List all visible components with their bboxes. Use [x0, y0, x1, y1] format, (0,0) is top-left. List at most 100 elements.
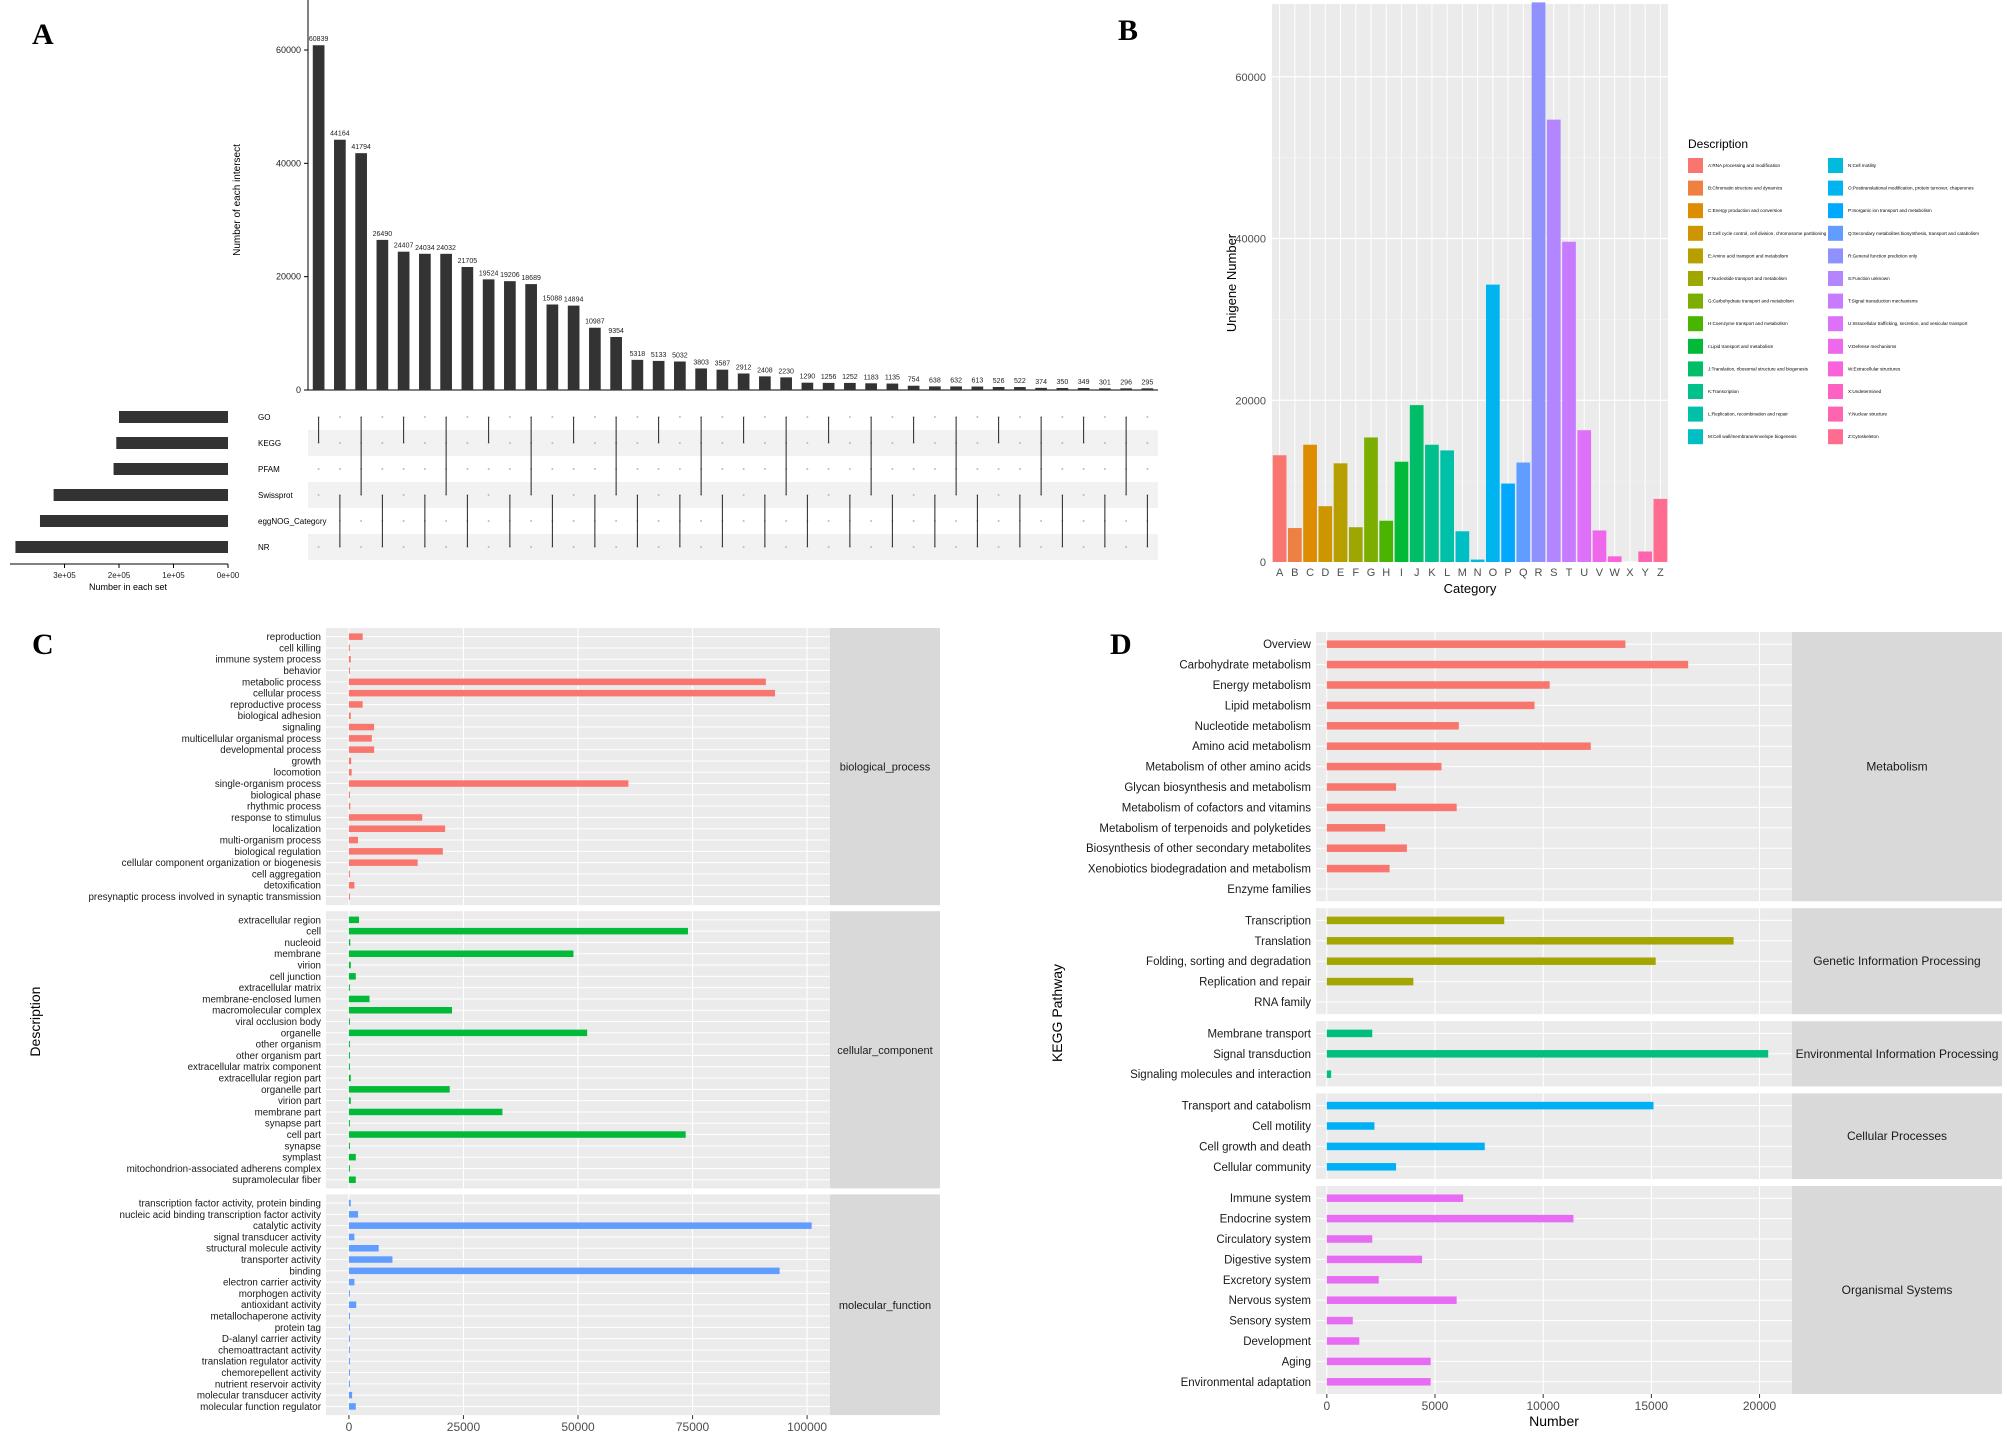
- chart-d-bar: [1326, 1357, 1431, 1366]
- chart-c-bar: [348, 870, 350, 878]
- chart-a-y-tick-label: 0: [296, 385, 301, 395]
- chart-c-category-label: transcription factor activity, protein b…: [139, 1198, 321, 1209]
- chart-d-category-label: RNA family: [1254, 997, 1311, 1009]
- chart-b-legend-label: B:Chromatin structure and dynamics: [1708, 186, 1783, 191]
- chart-c-bar: [348, 1380, 350, 1388]
- panel-b-letter: B: [1118, 14, 1139, 47]
- chart-d-bar: [1326, 701, 1535, 710]
- chart-d-category-label: Overview: [1263, 639, 1312, 651]
- chart-a-bar-label: 44164: [330, 131, 350, 138]
- chart-b-bar: [1638, 551, 1653, 562]
- chart-a-matrix-dot: [593, 468, 596, 470]
- chart-a-matrix-dot: [360, 546, 363, 548]
- chart-d-category-label: Membrane transport: [1207, 1028, 1311, 1040]
- chart-c-bar: [348, 882, 355, 889]
- chart-a-bar-label: 9354: [608, 328, 624, 335]
- chart-a-bar: [780, 377, 792, 390]
- chart-a-bar-label: 60839: [309, 36, 329, 43]
- chart-a-set-bar: [39, 515, 228, 527]
- chart-c-bar: [348, 689, 776, 697]
- chart-d-strip-label: Cellular Processes: [1847, 1129, 1947, 1143]
- chart-b-x-tick-label: Q: [1519, 567, 1528, 579]
- chart-a-bar: [355, 153, 367, 390]
- chart-c-bar: [348, 723, 375, 731]
- chart-a-bar: [1056, 388, 1069, 390]
- chart-c-bar: [348, 1142, 350, 1150]
- chart-a-matrix-dot: [848, 468, 851, 470]
- chart-d-strip: [1792, 1186, 2002, 1394]
- chart-c-category-label: protein tag: [275, 1323, 321, 1334]
- chart-a-bar: [589, 327, 601, 390]
- chart-b-x-tick-label: N: [1474, 567, 1482, 579]
- chart-c-bar: [348, 802, 351, 810]
- chart-c-bar: [348, 939, 351, 946]
- chart-c-category-label: cellular component organization or bioge…: [122, 858, 321, 869]
- chart-a-bar-label: 613: [972, 378, 984, 385]
- chart-a-matrix-dot: [530, 520, 533, 522]
- chart-d-bar: [1326, 957, 1656, 965]
- chart-a-matrix-dot: [763, 468, 766, 470]
- chart-b-x-tick-label: L: [1444, 567, 1450, 579]
- chart-c-bar: [348, 644, 350, 652]
- chart-d-bar: [1326, 824, 1386, 832]
- chart-a-bar: [610, 336, 622, 390]
- chart-c-category-label: nucleic acid binding transcription facto…: [120, 1210, 322, 1221]
- chart-c-bar: [348, 1029, 588, 1037]
- chart-b-legend-label: O:Posttranslational modification, protei…: [1848, 186, 1974, 191]
- chart-a-set-tick-label: 1e+05: [162, 571, 185, 580]
- chart-c-bar: [348, 1233, 355, 1241]
- chart-c-category-label: synapse: [285, 1141, 322, 1152]
- chart-a-matrix-dot: [891, 416, 894, 418]
- chart-a-matrix-dot: [785, 520, 788, 522]
- chart-a-bar: [1077, 388, 1090, 390]
- chart-b-bar: [1364, 437, 1378, 562]
- chart-c-category-label: growth: [292, 756, 321, 767]
- chart-a-bar-label: 24407: [394, 243, 414, 250]
- chart-a-matrix-dot: [317, 546, 320, 548]
- chart-b-bar: [1485, 284, 1500, 562]
- chart-b-bar: [1577, 430, 1592, 562]
- chart-b-plot-bg: [1272, 4, 1668, 562]
- chart-a-matrix-dot: [402, 494, 405, 496]
- chart-a-matrix-dot: [742, 494, 745, 496]
- chart-c-category-label: other organism: [256, 1040, 321, 1051]
- chart-a-bar: [482, 279, 495, 390]
- chart-d-strip-label: Environmental Information Processing: [1796, 1047, 1999, 1061]
- chart-a-matrix-dot: [997, 520, 1000, 522]
- chart-b-legend-label: H:Coenzyme transport and metabolism: [1708, 321, 1788, 326]
- chart-b-legend-label: C:Energy production and conversion: [1708, 208, 1783, 213]
- chart-c-category-label: morphogen activity: [239, 1289, 321, 1300]
- chart-c-category-label: cell killing: [279, 643, 321, 654]
- chart-a-bar: [546, 304, 559, 390]
- chart-c-bar: [348, 1301, 357, 1308]
- chart-a-matrix-dot: [657, 546, 660, 548]
- chart-a-matrix-dot: [933, 468, 936, 470]
- chart-a-matrix-dot: [445, 546, 448, 548]
- chart-a-set-tick-label: 2e+05: [108, 571, 131, 580]
- chart-a-bar: [525, 284, 537, 390]
- chart-b-bar: [1455, 531, 1470, 562]
- chart-a-matrix-dot: [933, 416, 936, 418]
- chart-b-bar: [1394, 461, 1409, 562]
- chart-a-bar-label: 522: [1014, 378, 1026, 385]
- chart-b-legend-title: Description: [1688, 137, 1748, 151]
- chart-c-category-label: developmental process: [220, 745, 321, 756]
- chart-c-bar: [348, 1391, 353, 1399]
- chart-a-matrix-dot: [870, 546, 873, 548]
- chart-d-bar: [1326, 1235, 1373, 1243]
- chart-c-strip-label: cellular_component: [837, 1045, 932, 1057]
- chart-c-category-label: nucleoid: [285, 938, 322, 949]
- chart-b-legend-label: Y:Nuclear structure: [1848, 412, 1888, 417]
- chart-a-matrix-dot: [572, 468, 575, 470]
- chart-b-x-tick-label: G: [1367, 567, 1376, 579]
- chart-c-bar: [348, 859, 418, 866]
- chart-d-x-tick-label: 10000: [1526, 1399, 1560, 1413]
- chart-a-matrix-dot: [1082, 520, 1085, 522]
- chart-a-bar: [440, 253, 452, 390]
- chart-c-category-label: structural molecule activity: [206, 1244, 321, 1255]
- chart-a-bar-label: 1256: [821, 374, 837, 381]
- chart-b-bar: [1348, 527, 1363, 562]
- chart-b-bar: [1287, 528, 1302, 562]
